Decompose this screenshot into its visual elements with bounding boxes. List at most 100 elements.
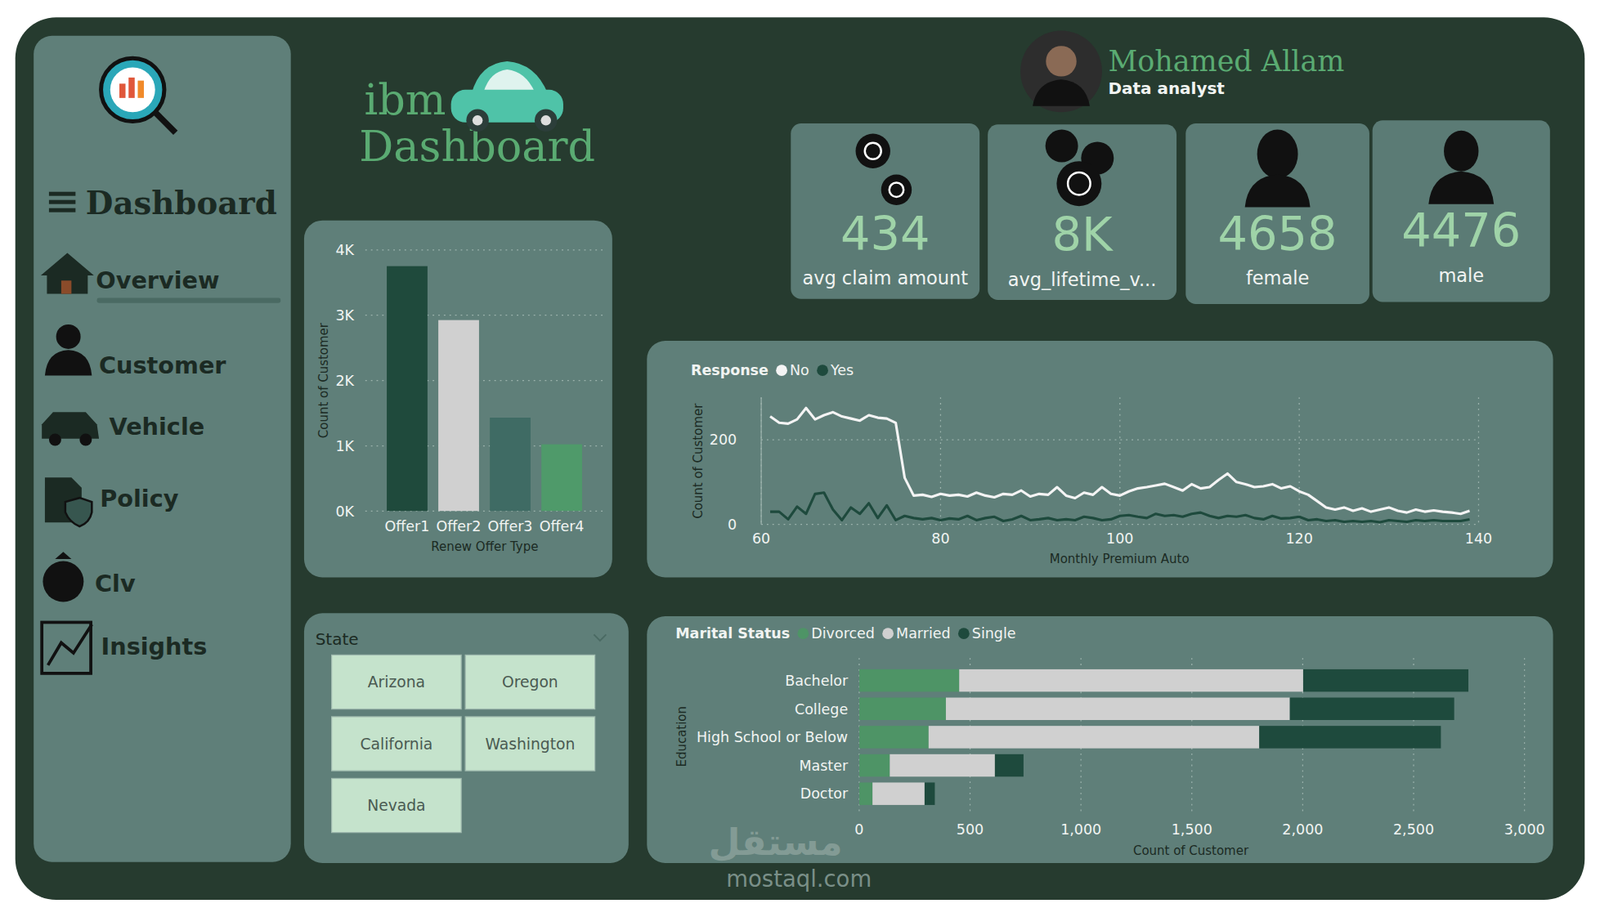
nav-icon xyxy=(61,280,72,294)
kpi-icon xyxy=(1428,171,1494,205)
slicer-button[interactable] xyxy=(465,717,596,771)
nav-item[interactable]: Customer xyxy=(98,351,227,380)
category-label: Bachelor xyxy=(784,672,849,690)
legend-title: Response xyxy=(690,362,769,379)
category-label: Offer4 xyxy=(539,518,585,535)
series-line xyxy=(770,407,1470,515)
state-slicer: StateArizonaOregonCaliforniaWashingtonNe… xyxy=(315,629,607,834)
slicer-item[interactable]: Washington xyxy=(484,735,575,753)
bar-segment xyxy=(959,669,1304,692)
car-logo xyxy=(451,61,564,132)
kpi-icon xyxy=(889,182,904,197)
grid-line xyxy=(1478,397,1479,525)
logo-icon xyxy=(119,83,126,98)
tick-label: 1,500 xyxy=(1171,821,1213,839)
axis-title: Monthly Premium Auto xyxy=(1049,551,1190,567)
profile-role: Data analyst xyxy=(1107,78,1225,99)
kpi-icon xyxy=(1257,129,1299,180)
slicer-item[interactable]: Oregon xyxy=(501,673,559,691)
bar-segment xyxy=(924,782,935,805)
nav-item[interactable]: Vehicle xyxy=(109,412,206,441)
tick-label: 200 xyxy=(709,431,737,449)
legend-label: Married xyxy=(896,625,951,642)
axis-title: Renew Offer Type xyxy=(430,539,538,555)
tick-label: 2,000 xyxy=(1281,821,1323,839)
kpi-card xyxy=(790,123,980,300)
nav-item[interactable]: Insights xyxy=(101,632,208,661)
bar-segment xyxy=(994,754,1024,777)
kpi-icon xyxy=(1067,172,1090,195)
kpi-icon xyxy=(881,174,912,205)
tick-label: 60 xyxy=(752,530,771,547)
tick-label: 100 xyxy=(1106,530,1134,547)
nav-active-bar xyxy=(97,298,282,304)
tick-label: 1,000 xyxy=(1060,821,1102,839)
slicer-item[interactable]: California xyxy=(359,735,433,753)
grid-line xyxy=(940,397,942,525)
category-label: Offer2 xyxy=(436,518,482,535)
category-label: High School or Below xyxy=(696,729,848,746)
kpi-value: 4658 xyxy=(1218,206,1338,262)
tick-label: 500 xyxy=(956,821,984,839)
legend-title: Marital Status xyxy=(675,625,790,642)
tick-label: 0K xyxy=(336,503,355,520)
profile-photo xyxy=(1045,45,1076,77)
nav-icon xyxy=(49,434,62,447)
bar-segment xyxy=(1259,726,1441,749)
lines xyxy=(770,407,1470,523)
sidebar-panel xyxy=(33,35,292,863)
sidebar: DashboardOverviewCustomerVehiclePolicyCl… xyxy=(40,58,281,674)
nav-item[interactable]: Overview xyxy=(95,266,220,295)
nav-icon xyxy=(41,412,99,439)
slicer-button[interactable] xyxy=(331,654,462,709)
kpi-value: 4476 xyxy=(1401,203,1521,259)
bar xyxy=(489,417,531,511)
slicer-item[interactable]: Nevada xyxy=(367,797,426,815)
offer-chart: 0K1K2K3K4KOffer1Offer2Offer3Offer4Renew … xyxy=(316,242,607,555)
slicer-item[interactable]: Arizona xyxy=(367,673,426,691)
response-chart-panel xyxy=(646,340,1553,579)
bar-segment xyxy=(859,754,890,777)
bar-segment xyxy=(889,754,995,777)
bar-segment xyxy=(859,782,873,805)
axis-title: Count of Customer xyxy=(1133,843,1250,859)
bar-segment xyxy=(928,726,1260,749)
kpi-icon xyxy=(864,143,882,160)
grid-line xyxy=(1119,397,1121,525)
logo-icon xyxy=(110,67,156,113)
tick-label: 140 xyxy=(1465,530,1493,547)
bars xyxy=(386,266,583,512)
slicer-button[interactable] xyxy=(331,778,462,833)
kpi-card xyxy=(1372,120,1551,302)
legend-swatch xyxy=(816,364,829,377)
slicer-button[interactable] xyxy=(331,717,462,771)
bar-segment xyxy=(945,698,1291,721)
car-logo xyxy=(534,109,557,132)
logo-icon xyxy=(137,80,144,99)
dashboard: DashboardOverviewCustomerVehiclePolicyCl… xyxy=(0,0,1600,908)
state-slicer-panel xyxy=(304,613,629,864)
legend-label: Single xyxy=(972,625,1017,642)
legend-label: Yes xyxy=(829,362,854,379)
nav-item[interactable]: Policy xyxy=(99,484,179,513)
menu-icon xyxy=(49,192,76,197)
kpi-value: 434 xyxy=(840,206,931,262)
tick-label: 0 xyxy=(854,821,864,839)
bar-segment xyxy=(1303,669,1469,692)
kpi-icon xyxy=(856,134,891,169)
nav-item[interactable]: Clv xyxy=(94,569,136,598)
car-logo xyxy=(472,115,483,126)
axis-title: Education xyxy=(674,706,690,768)
bar-segment xyxy=(859,726,929,749)
y-axis-line xyxy=(760,397,762,525)
nav-icon xyxy=(48,624,93,666)
menu-icon xyxy=(49,208,76,213)
axis-title: Count of Customer xyxy=(316,322,332,439)
car-logo xyxy=(540,115,551,126)
slicer-button[interactable] xyxy=(465,654,596,709)
tick-label: 3K xyxy=(336,307,355,324)
legend-label: Divorced xyxy=(811,625,875,642)
grid-line xyxy=(760,397,762,525)
nav-icon xyxy=(56,324,81,350)
slicer-chevron xyxy=(593,634,606,641)
